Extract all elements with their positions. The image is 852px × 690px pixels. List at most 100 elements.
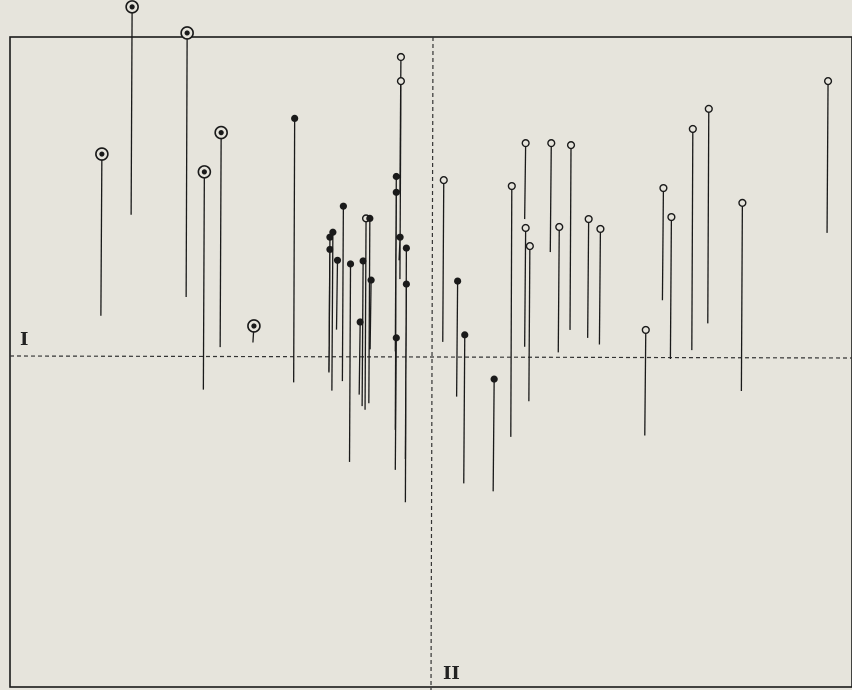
point-stem	[404, 284, 408, 459]
data-point-39	[596, 224, 605, 345]
point-stem	[669, 217, 673, 359]
point-stem	[510, 186, 513, 437]
data-point-18	[367, 276, 375, 350]
data-point-14	[356, 318, 364, 395]
filled-marker	[359, 257, 367, 265]
filled-marker	[367, 276, 375, 284]
point-stem	[455, 281, 459, 397]
point-stem	[358, 322, 361, 395]
data-point-17	[366, 214, 374, 404]
open-marker	[566, 141, 576, 150]
data-point-7	[291, 114, 299, 383]
data-point-43	[688, 124, 697, 351]
point-stem	[707, 108, 710, 324]
data-point-28	[454, 277, 462, 397]
filled-marker	[339, 202, 347, 210]
data-point-13	[346, 260, 355, 462]
filled-marker	[461, 331, 469, 339]
filled-marker	[366, 214, 374, 222]
filled-marker	[454, 277, 462, 285]
point-stem	[219, 132, 222, 348]
point-stem	[528, 246, 531, 402]
point-stem	[598, 228, 602, 345]
filled-marker	[333, 256, 342, 264]
data-point-37	[566, 141, 576, 330]
data-point-45	[738, 198, 747, 391]
filled-marker	[402, 244, 410, 252]
double-circle-core	[251, 323, 257, 329]
point-stem	[549, 143, 552, 253]
open-marker	[704, 104, 713, 113]
open-marker	[396, 52, 406, 62]
open-marker	[659, 183, 668, 193]
point-stem	[185, 32, 188, 297]
double-circle-core	[184, 30, 190, 36]
data-point-40	[641, 325, 650, 436]
filled-marker	[291, 114, 299, 123]
filled-marker	[326, 245, 334, 254]
data-point-10	[329, 228, 337, 391]
point-stem	[644, 329, 647, 436]
data-point-46	[823, 77, 833, 233]
point-stem	[492, 379, 495, 492]
axis-2-label: II	[443, 663, 460, 684]
filled-marker	[356, 318, 364, 326]
data-point-15	[359, 257, 367, 407]
point-stem	[293, 118, 296, 383]
data-point-6	[247, 319, 261, 343]
filled-marker	[392, 334, 400, 342]
data-point-35	[547, 139, 556, 253]
point-stem	[341, 206, 345, 382]
open-marker	[738, 198, 747, 207]
data-point-42	[667, 212, 676, 359]
plot-frame	[9, 36, 852, 688]
data-point-36	[555, 222, 564, 353]
point-stem	[569, 145, 572, 330]
data-point-24	[396, 77, 406, 280]
open-marker	[555, 222, 564, 232]
data-point-34	[525, 242, 534, 402]
point-stem	[361, 260, 364, 407]
filled-marker	[392, 172, 400, 181]
data-point-1	[95, 147, 109, 316]
open-marker	[596, 224, 605, 234]
point-stem	[826, 81, 829, 233]
open-marker	[525, 242, 534, 251]
data-point-30	[490, 375, 498, 492]
data-point-29	[461, 331, 469, 484]
filled-marker	[490, 375, 498, 383]
point-stem	[331, 232, 334, 391]
data-point-5	[214, 125, 228, 348]
filled-marker	[392, 188, 400, 196]
data-point-4	[197, 165, 212, 390]
open-marker	[688, 124, 697, 134]
filled-marker	[346, 260, 355, 268]
data-point-44	[704, 104, 713, 324]
data-point-27	[439, 176, 448, 342]
double-circle-core	[201, 169, 207, 175]
point-stem	[399, 81, 402, 280]
double-circle-core	[99, 151, 105, 157]
point-stem	[348, 263, 352, 462]
point-stem	[394, 337, 397, 470]
axis-1-label: I	[20, 329, 28, 350]
point-stem	[463, 334, 466, 484]
point-stem	[587, 219, 590, 338]
point-stem	[524, 143, 527, 220]
data-point-31	[507, 181, 516, 437]
open-marker	[396, 77, 406, 86]
point-stem	[691, 128, 694, 351]
double-circle-core	[129, 4, 135, 10]
open-marker	[823, 77, 833, 86]
data-point-26	[402, 280, 410, 459]
point-stem	[130, 6, 133, 215]
open-marker	[521, 223, 530, 233]
axis-1-line	[9, 355, 852, 359]
filled-marker	[402, 280, 410, 288]
data-point-38	[584, 214, 593, 338]
point-stem	[661, 188, 665, 301]
point-stem	[364, 218, 367, 410]
open-marker	[439, 176, 448, 185]
point-stem	[369, 280, 372, 350]
